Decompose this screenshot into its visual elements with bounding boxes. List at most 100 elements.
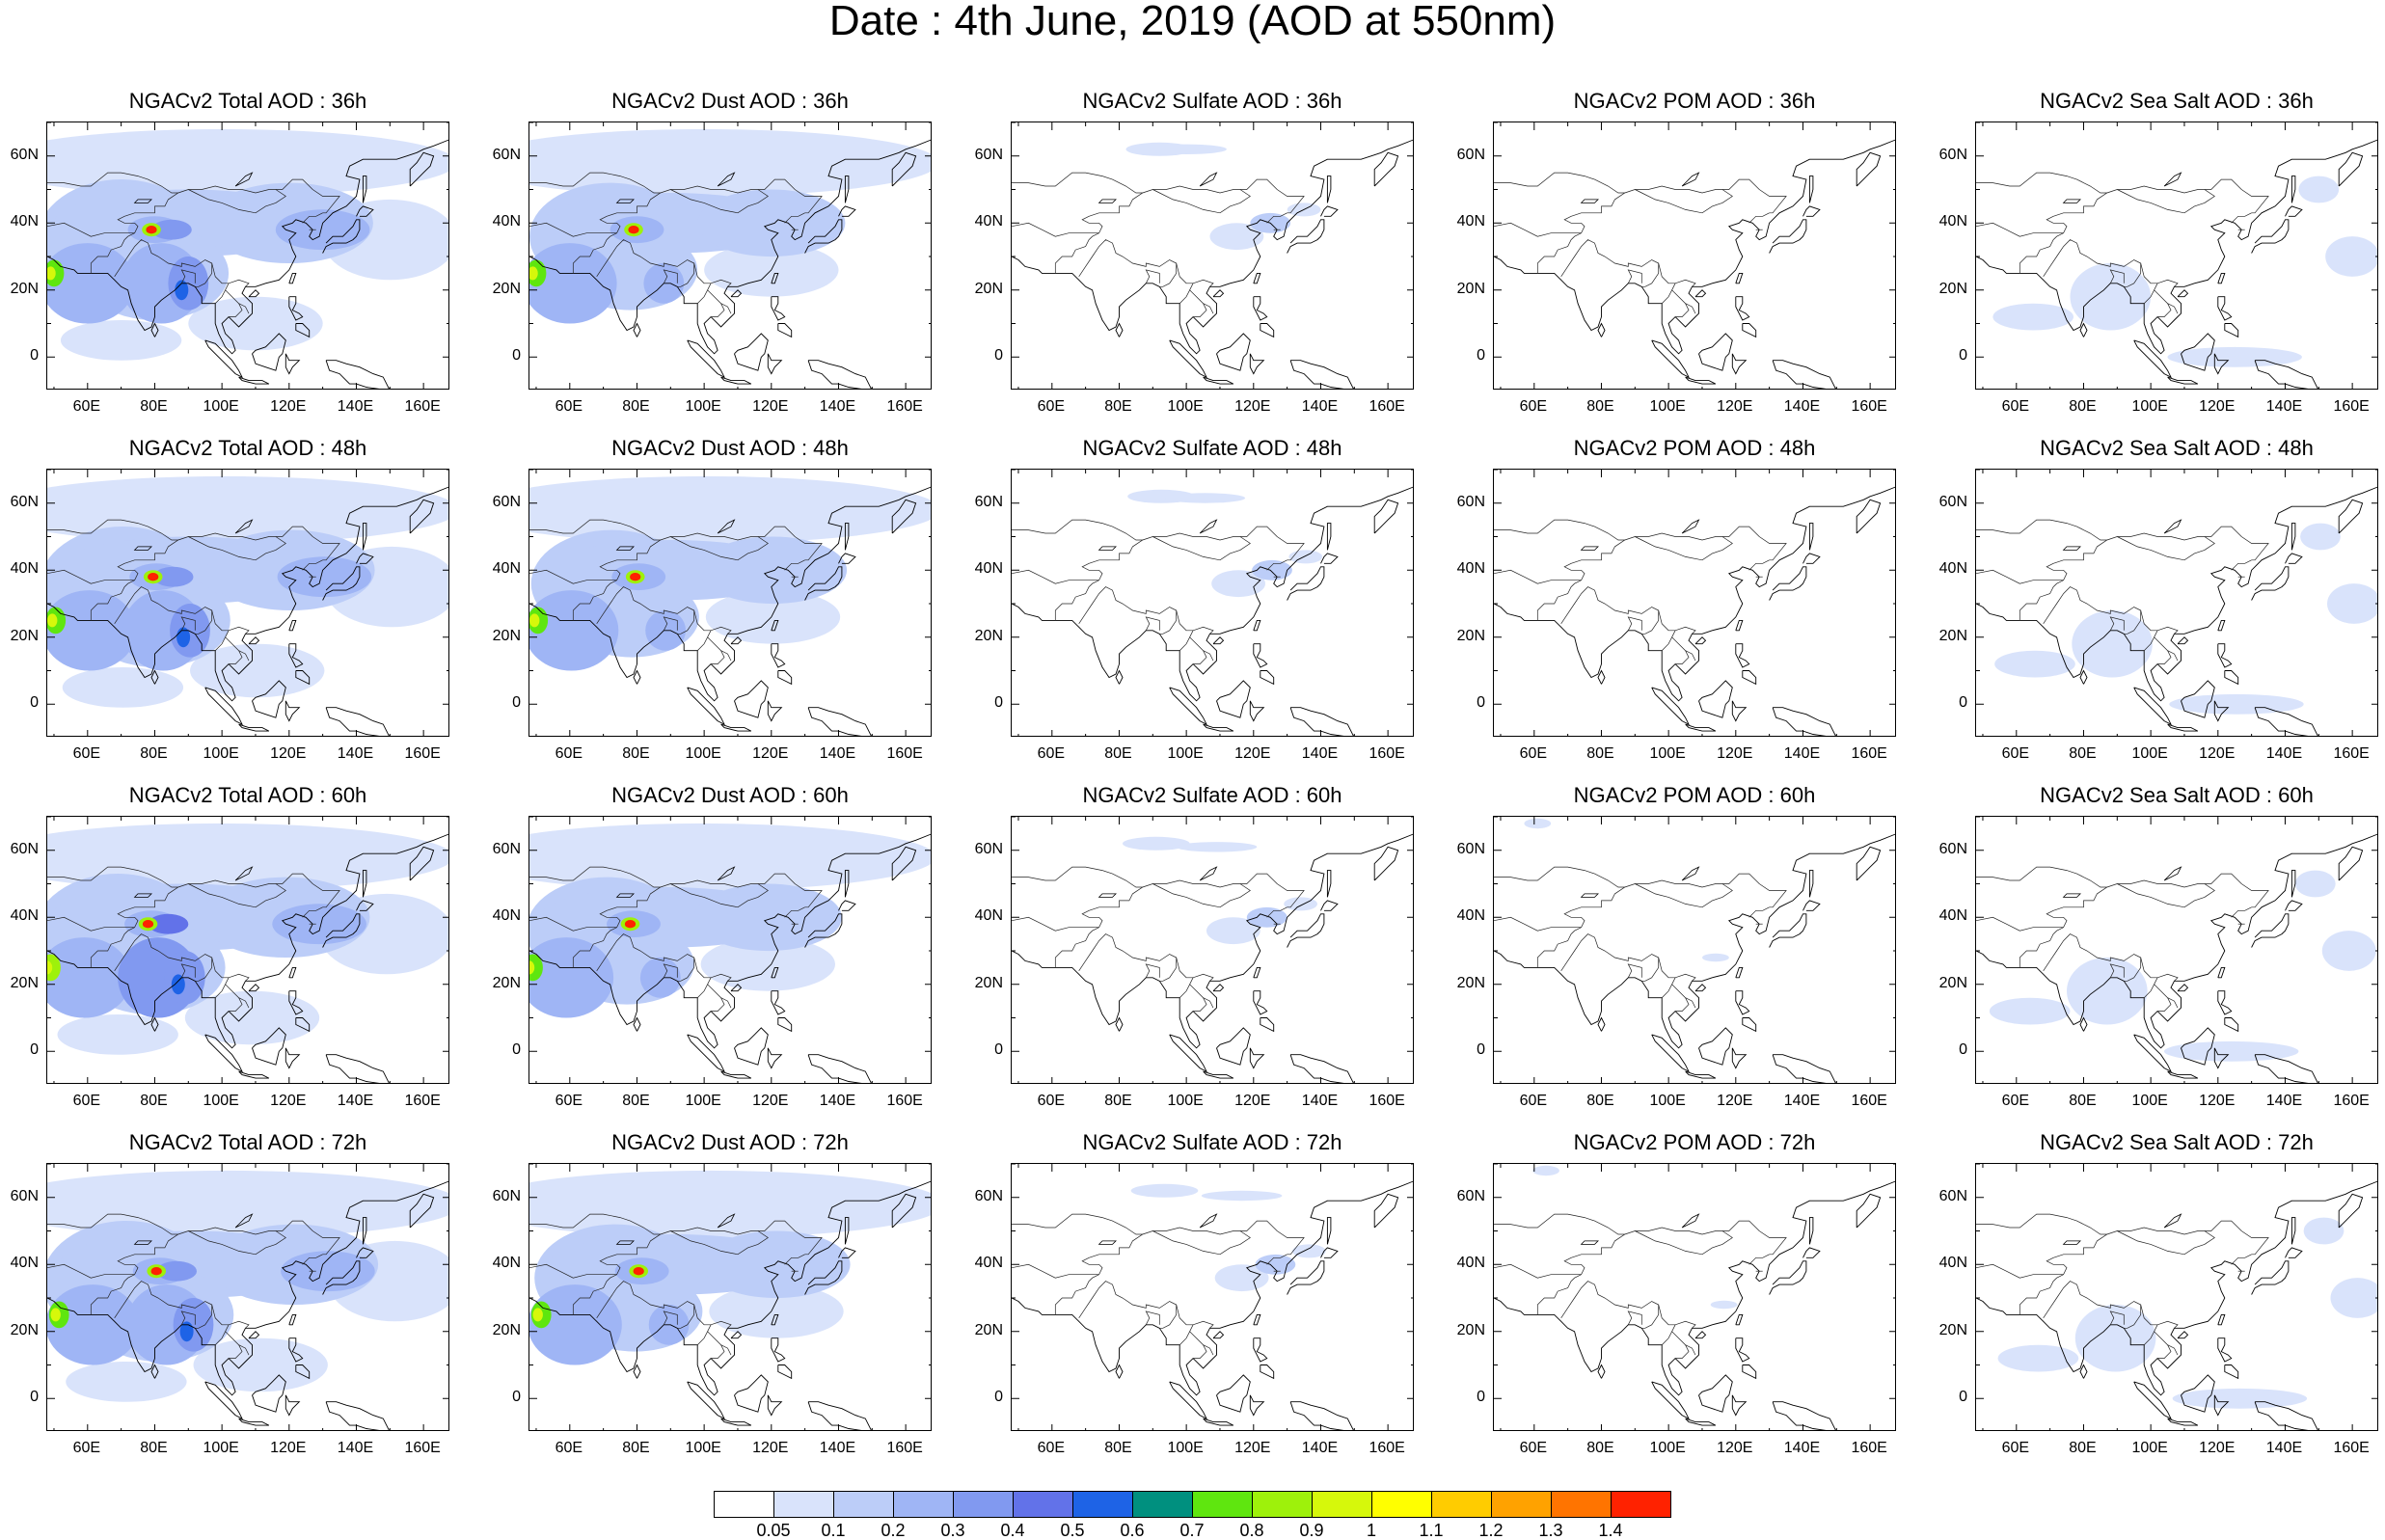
country-border — [696, 636, 725, 664]
country-border — [1976, 1220, 2269, 1279]
lat-tick-label: 40N — [1456, 560, 1485, 578]
country-border — [1685, 1344, 1696, 1356]
country-border — [1145, 1310, 1160, 1325]
lon-tick-label: 120E — [270, 745, 307, 762]
country-border — [2117, 1230, 2215, 1256]
country-border — [1976, 866, 2107, 888]
lat-tick-label: 20N — [1456, 280, 1485, 297]
country-border — [47, 873, 340, 932]
country-border — [225, 977, 230, 985]
aod-field — [47, 590, 137, 671]
coastline — [1249, 700, 1265, 722]
aod-field — [150, 1267, 162, 1276]
map-panel-total — [46, 122, 449, 390]
country-border — [302, 559, 323, 571]
coastline — [1976, 833, 2377, 1049]
country-border — [1627, 616, 1642, 631]
lon-tick-label: 100E — [1649, 1093, 1686, 1109]
lon-tick-label: 120E — [752, 745, 789, 762]
country-border — [1658, 262, 1696, 287]
coastline — [1253, 1313, 1261, 1326]
colorbar-label: 0.7 — [1179, 1521, 1205, 1540]
coastline — [325, 1054, 390, 1083]
country-border — [1671, 977, 1676, 985]
aod-field — [529, 1284, 622, 1365]
aod-map — [1976, 470, 2377, 736]
country-border — [2231, 906, 2252, 918]
country-border — [1560, 239, 1660, 287]
lake-outline — [1580, 199, 1599, 203]
coastline — [1287, 219, 1325, 254]
country-border — [1685, 650, 1696, 662]
coastline — [1253, 296, 1268, 321]
lon-tick-label: 100E — [2131, 1440, 2168, 1456]
lat-tick-label: 40N — [1938, 560, 1967, 578]
aod-field — [2294, 870, 2336, 898]
aod-map — [1494, 1164, 1895, 1430]
aod-field — [2074, 1304, 2156, 1372]
lat-tick-label: 40N — [492, 213, 521, 230]
coastline — [150, 1364, 159, 1379]
aod-field — [697, 189, 846, 257]
coastline — [2213, 1047, 2230, 1069]
coastline — [1253, 272, 1261, 284]
country-border — [180, 1310, 196, 1325]
coastline — [1012, 1180, 1413, 1396]
country-border — [2140, 609, 2179, 635]
aod-field — [1146, 144, 1227, 154]
lake-outline — [1681, 519, 1700, 534]
country-border — [2117, 536, 2215, 561]
coastline — [1651, 1034, 1691, 1073]
country-border — [663, 1310, 678, 1325]
lake-outline — [1580, 1240, 1599, 1245]
coastline — [1249, 1047, 1265, 1069]
coastline — [362, 176, 367, 203]
lat-tick-label: 40N — [1938, 213, 1967, 230]
coastline — [777, 323, 793, 338]
coastline — [1976, 1180, 2377, 1396]
country-border — [47, 519, 178, 541]
lat-tick-label: 0 — [1477, 1041, 1485, 1059]
lat-tick-label: 20N — [10, 1321, 39, 1338]
lon-tick-label: 160E — [404, 745, 441, 762]
lon-tick-label: 160E — [1851, 1093, 1887, 1109]
country-border — [238, 650, 250, 662]
coastline — [1976, 139, 2377, 355]
aod-field — [529, 613, 540, 628]
coastline — [1742, 670, 1757, 686]
lon-tick-label: 60E — [1037, 1093, 1066, 1109]
coastline — [1769, 566, 1807, 601]
lon-tick-label: 120E — [2199, 1440, 2236, 1456]
lon-tick-label: 80E — [1586, 1440, 1614, 1456]
panel-title: NGACv2 Sulfate AOD : 36h — [1082, 89, 1342, 113]
aod-field — [50, 1308, 61, 1322]
coastline — [1685, 1418, 1717, 1426]
country-border — [1054, 232, 1099, 274]
lat-tick-label: 60N — [1456, 1187, 1485, 1204]
coastline — [1203, 1070, 1234, 1079]
lon-tick-label: 120E — [270, 398, 307, 415]
coastline — [1698, 1374, 1733, 1413]
country-border — [2019, 1274, 2064, 1315]
country-border — [1661, 636, 1690, 664]
country-border — [2143, 636, 2172, 664]
coastline — [1373, 1193, 1399, 1229]
coastline — [804, 913, 843, 948]
aod-field — [624, 920, 637, 929]
lon-tick-label: 100E — [203, 398, 239, 415]
lon-tick-label: 80E — [1104, 745, 1132, 762]
country-border — [572, 232, 617, 274]
country-border — [670, 883, 769, 908]
country-border — [670, 536, 769, 561]
coastline — [2181, 1027, 2215, 1066]
lat-tick-label: 0 — [512, 694, 521, 712]
aod-field — [1214, 1264, 1269, 1292]
aod-field — [628, 226, 639, 234]
country-border — [529, 526, 823, 584]
country-border — [1266, 559, 1287, 571]
lon-tick-label: 140E — [1783, 745, 1821, 762]
country-border — [1078, 239, 1178, 287]
lon-tick-label: 140E — [337, 1093, 374, 1109]
aod-field — [47, 243, 135, 324]
country-border — [214, 636, 243, 664]
